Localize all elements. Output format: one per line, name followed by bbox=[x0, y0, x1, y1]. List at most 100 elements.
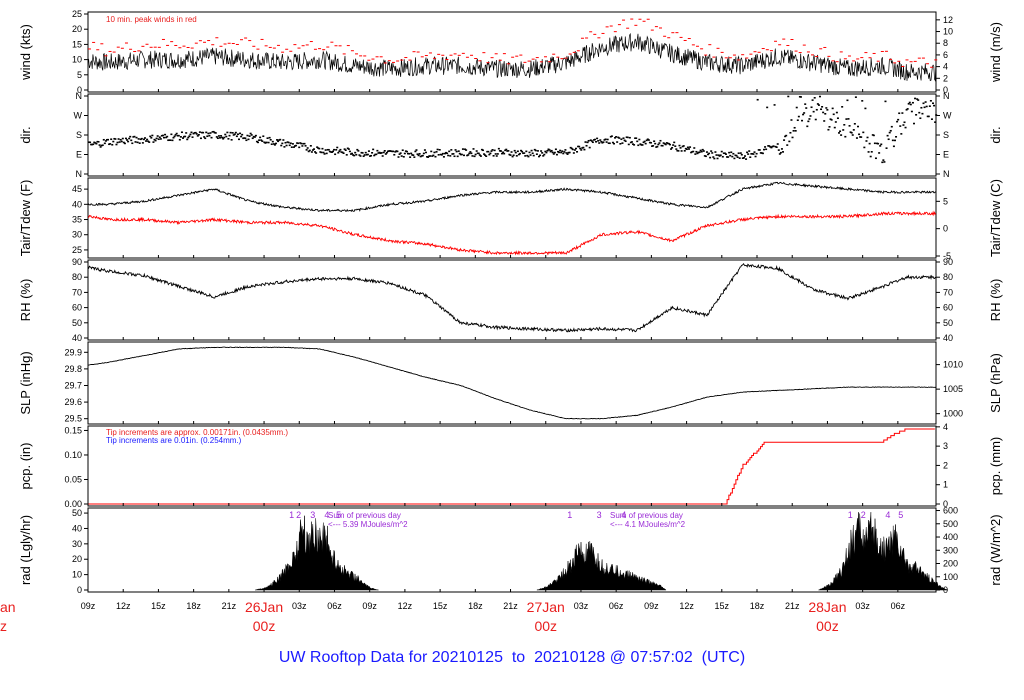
hour-marker: 3 bbox=[310, 510, 315, 520]
ytick-label-right: 1 bbox=[943, 480, 948, 490]
ytick-label-left: 15 bbox=[72, 39, 82, 49]
slp-line bbox=[87, 346, 937, 420]
ytick-label-right: 2 bbox=[943, 73, 948, 83]
ylabel-left: dir. bbox=[18, 126, 33, 143]
ylabel-left: SLP (inHg) bbox=[18, 351, 33, 414]
ylabel-left: pcp. (in) bbox=[18, 443, 33, 490]
ytick-label-left: 40 bbox=[72, 199, 82, 209]
panel-frame bbox=[87, 177, 937, 259]
ytick-label-left: 0 bbox=[77, 585, 82, 595]
ytick-label-left: 20 bbox=[72, 24, 82, 34]
day-sum-value: <--- 5.39 MJoules/m^2 bbox=[328, 520, 408, 529]
x-tick-label: 18z bbox=[186, 601, 201, 611]
ytick-label-left: 0.15 bbox=[64, 425, 82, 435]
ytick-label-left: 29.9 bbox=[64, 347, 82, 357]
hour-marker: 5 bbox=[898, 510, 903, 520]
dewpoint-line bbox=[88, 210, 937, 256]
ytick-label-right: 70 bbox=[943, 287, 953, 297]
panel-frame bbox=[87, 425, 937, 507]
precip-line bbox=[88, 428, 935, 505]
radiation-area-day-2 bbox=[536, 541, 667, 591]
x-tick-label: 12z bbox=[398, 601, 413, 611]
day-label: 27Jan bbox=[527, 599, 565, 615]
x-tick-label: 15z bbox=[433, 601, 448, 611]
ytick-label-left: S bbox=[76, 130, 82, 140]
ytick-label-left: 80 bbox=[72, 272, 82, 282]
wind-speed-line bbox=[87, 32, 937, 82]
ytick-label-right: 2 bbox=[943, 460, 948, 470]
ytick-label-right: 400 bbox=[943, 532, 958, 542]
ytick-label-left: 30 bbox=[72, 230, 82, 240]
ytick-label-left: 0.05 bbox=[64, 474, 82, 484]
air-temperature-line bbox=[87, 181, 936, 212]
x-tick-label: 18z bbox=[468, 601, 483, 611]
x-tick-label: 21z bbox=[785, 601, 800, 611]
footer-at: @ bbox=[609, 649, 626, 666]
panel-rh: RH (%) RH (%) 40 50 60 70 80 90 40 50 60 70 80 90 bbox=[18, 257, 1003, 343]
ytick-label-left: N bbox=[76, 91, 83, 101]
hour-marker: 5 bbox=[336, 510, 341, 520]
footer-prefix: UW Rooftop Data for bbox=[278, 649, 428, 666]
rh-line bbox=[87, 263, 937, 333]
ytick-label-right: 4 bbox=[943, 422, 948, 432]
ytick-label-right: 500 bbox=[943, 519, 958, 529]
x-tick-label: 09z bbox=[81, 601, 96, 611]
ytick-label-left: 60 bbox=[72, 303, 82, 313]
ytick-label-right: 4 bbox=[943, 62, 948, 72]
x-tick-label: 09z bbox=[644, 601, 659, 611]
ytick-label-left: N bbox=[76, 169, 83, 179]
ylabel-right: dir. bbox=[988, 126, 1003, 143]
ytick-label-right: 60 bbox=[943, 303, 953, 313]
ytick-label-left: 29.6 bbox=[64, 397, 82, 407]
radiation-area-day-3 bbox=[818, 512, 948, 591]
panel-frame bbox=[87, 11, 937, 93]
ytick-label-right: 300 bbox=[943, 545, 958, 555]
peak-winds-note: 10 min. peak winds in red bbox=[106, 15, 197, 24]
panel-temp: Tair/Tdew (F) Tair/Tdew (C) 25 30 35 40 45 -5 0 5 bbox=[18, 177, 1003, 261]
hour-marker: 4 bbox=[621, 510, 626, 520]
ytick-label-right: W bbox=[943, 111, 952, 121]
x-tick-label: 12z bbox=[116, 601, 131, 611]
panel-wind: wind (kts) wind (m/s)05101520250246810121… bbox=[18, 9, 1003, 95]
chart-svg: wind (kts) wind (m/s)05101520250246810121… bbox=[0, 9, 1003, 634]
ytick-label-left: 0.10 bbox=[64, 450, 82, 460]
tip-note-blue: Tip increments are 0.01in. (0.254mm.) bbox=[106, 436, 242, 445]
panel-frame bbox=[87, 93, 937, 177]
ylabel-right: SLP (hPa) bbox=[988, 353, 1003, 413]
ylabel-right: RH (%) bbox=[988, 279, 1003, 322]
x-tick-label: 06z bbox=[327, 601, 342, 611]
ytick-label-left: 20 bbox=[72, 554, 82, 564]
hour-marker: 1 bbox=[289, 510, 294, 520]
ytick-label-left: 90 bbox=[72, 257, 82, 267]
ytick-label-left: 50 bbox=[72, 318, 82, 328]
ylabel-right: Tair/Tdew (C) bbox=[988, 179, 1003, 257]
day-hour-label: 00z bbox=[253, 618, 276, 634]
ytick-label-left: 25 bbox=[72, 9, 82, 19]
footer-title: UW Rooftop Data for 20210125 to 20210128… bbox=[0, 649, 1024, 667]
ytick-label-left: 10 bbox=[72, 570, 82, 580]
ytick-label-right: 0 bbox=[943, 224, 948, 234]
clipped-day-label: an bbox=[0, 599, 16, 615]
day-hour-label: 00z bbox=[816, 618, 839, 634]
day-sum-value: <--- 4.1 MJoules/m^2 bbox=[610, 520, 686, 529]
x-tick-label: 09z bbox=[362, 601, 377, 611]
radiation-area-day-1 bbox=[255, 515, 379, 591]
ylabel-left: RH (%) bbox=[18, 279, 33, 322]
clipped-hour-label: z bbox=[0, 618, 7, 634]
ytick-label-left: 40 bbox=[72, 333, 82, 343]
x-tick-label: 15z bbox=[151, 601, 166, 611]
ytick-label-left: 30 bbox=[72, 539, 82, 549]
ytick-label-right: 50 bbox=[943, 318, 953, 328]
ytick-label-left: 25 bbox=[72, 245, 82, 255]
ytick-label-right: 100 bbox=[943, 572, 958, 582]
hour-marker: 1 bbox=[567, 510, 572, 520]
ytick-label-left: 50 bbox=[72, 508, 82, 518]
footer-to: to bbox=[511, 649, 526, 666]
ylabel-right: rad (W/m^2) bbox=[988, 514, 1003, 585]
ytick-label-right: 0 bbox=[943, 499, 948, 509]
panel-frame bbox=[87, 341, 937, 425]
hour-marker: 4 bbox=[885, 510, 890, 520]
ytick-label-left: 29.5 bbox=[64, 414, 82, 424]
x-tick-label: 21z bbox=[222, 601, 237, 611]
ytick-label-left: 5 bbox=[77, 70, 82, 80]
